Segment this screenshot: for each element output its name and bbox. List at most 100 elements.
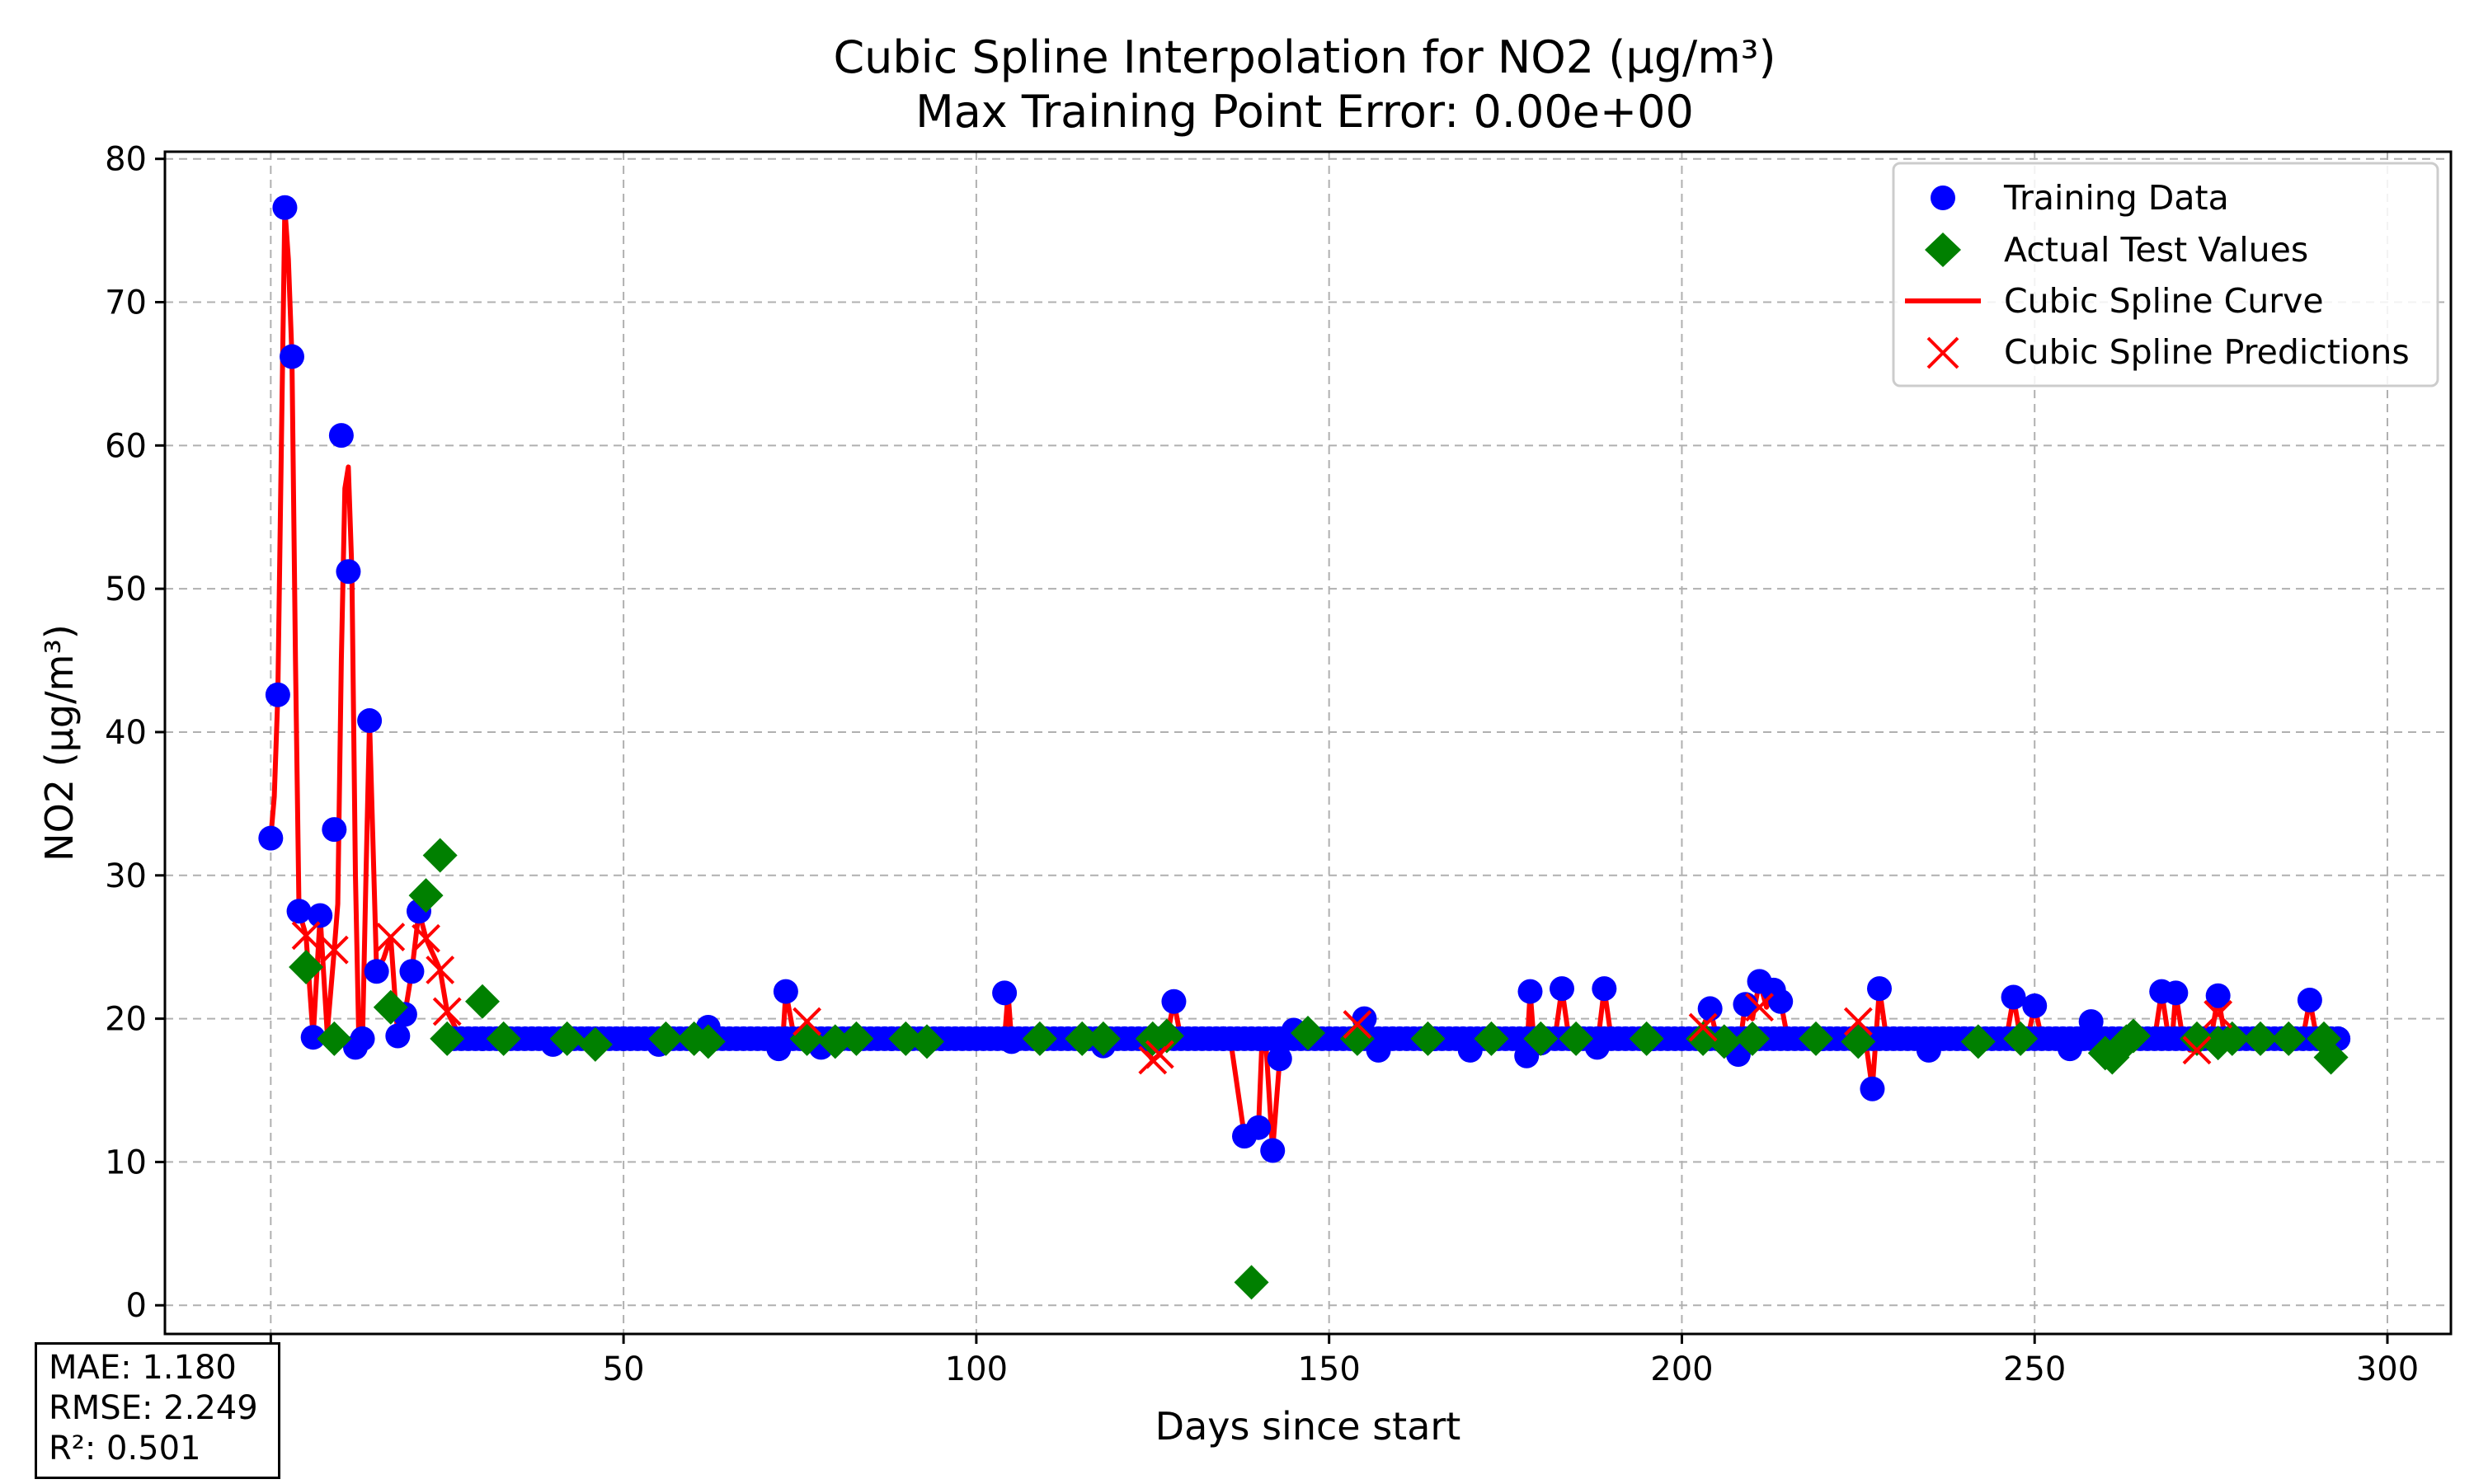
training-point — [385, 1023, 411, 1049]
test-point — [1735, 1021, 1770, 1056]
prediction-point — [2204, 999, 2233, 1029]
training-point — [1211, 1026, 1236, 1051]
test-value-points — [289, 838, 2349, 1300]
test-point — [2313, 1040, 2349, 1075]
x-axis-label: Days since start — [1155, 1404, 1461, 1449]
legend-test-label: Actual Test Values — [2004, 230, 2308, 270]
y-axis-label: NO2 (µg/m³) — [37, 624, 82, 862]
prediction-point — [376, 923, 406, 951]
training-point — [611, 1026, 637, 1051]
training-point — [1457, 1037, 1483, 1063]
training-point — [1768, 989, 1794, 1014]
training-point — [766, 1036, 792, 1062]
training-point — [2205, 983, 2231, 1008]
legend-training-label: Training Data — [2003, 178, 2229, 218]
test-point — [1474, 1021, 1509, 1056]
metrics-box: MAE: 1.180 RMSE: 2.249 R²: 0.501 — [35, 1342, 280, 1479]
training-point — [350, 1026, 375, 1051]
training-point — [336, 559, 361, 585]
test-point — [2116, 1018, 2151, 1054]
y-tick-label: 60 — [105, 427, 147, 465]
training-point — [1161, 989, 1187, 1014]
training-point — [280, 344, 304, 369]
y-tick-label: 80 — [105, 141, 147, 179]
test-point — [373, 989, 408, 1025]
test-point — [577, 1026, 613, 1062]
x-tick-label: 300 — [2356, 1350, 2419, 1388]
test-point — [1085, 1021, 1121, 1056]
metric-rmse: RMSE: 2.249 — [49, 1389, 258, 1427]
chart-title: Cubic Spline Interpolation for NO2 (µg/m… — [833, 31, 1776, 83]
test-point — [1629, 1021, 1664, 1056]
test-point — [648, 1021, 684, 1056]
prediction-point — [291, 921, 321, 951]
training-point — [470, 1026, 495, 1051]
training-point — [1253, 1026, 1278, 1051]
training-point — [999, 1029, 1024, 1054]
training-point — [1916, 1037, 1941, 1063]
test-point — [1686, 1021, 1721, 1056]
training-point — [272, 195, 298, 220]
training-point — [1366, 1037, 1391, 1063]
y-tick-label: 20 — [105, 1001, 147, 1039]
legend-prediction-marker — [1926, 336, 1959, 369]
test-point — [2243, 1021, 2278, 1056]
test-point — [690, 1024, 726, 1059]
test-point — [888, 1021, 924, 1056]
test-point — [486, 1021, 521, 1056]
legend-test-marker — [1925, 232, 1961, 267]
test-point — [1960, 1024, 1996, 1059]
test-point — [1339, 1021, 1375, 1056]
training-point — [2297, 988, 2322, 1013]
training-point — [300, 1025, 326, 1050]
training-point — [265, 682, 290, 707]
prediction-points — [291, 921, 2233, 1075]
test-point — [1149, 1018, 1184, 1054]
training-point — [1867, 976, 1892, 1002]
x-tick-label: 200 — [1650, 1350, 1713, 1388]
prediction-point — [412, 923, 440, 953]
test-point — [1022, 1021, 1057, 1056]
y-tick-label: 30 — [105, 857, 147, 895]
prediction-point — [1688, 1012, 1718, 1042]
test-point — [465, 984, 500, 1019]
training-point — [2078, 1009, 2104, 1035]
test-point — [549, 1021, 585, 1056]
test-point — [1410, 1021, 1446, 1056]
legend-training-marker — [1931, 186, 1955, 210]
prediction-point — [793, 1007, 821, 1036]
plot-frame — [163, 150, 2453, 1336]
y-tick-label: 70 — [105, 284, 147, 322]
training-point — [1584, 1035, 1610, 1060]
training-point — [286, 899, 312, 924]
metric-r2: R²: 0.501 — [49, 1430, 201, 1468]
test-point — [1841, 1024, 1876, 1059]
training-point — [399, 959, 425, 984]
training-point — [364, 959, 389, 984]
training-point — [1697, 996, 1723, 1021]
metric-mae: MAE: 1.180 — [49, 1349, 237, 1387]
test-point — [910, 1024, 944, 1059]
test-point — [1706, 1024, 1742, 1059]
prediction-point — [1343, 1010, 1372, 1039]
test-point — [317, 1021, 352, 1056]
legend-prediction-label: Cubic Spline Predictions — [2004, 332, 2410, 372]
legend-box — [1892, 162, 2439, 387]
training-point — [2163, 980, 2189, 1006]
y-tick-label: 0 — [126, 1287, 147, 1325]
prediction-point — [1843, 1007, 1873, 1036]
x-tick-label: 50 — [603, 1350, 645, 1388]
test-point — [289, 950, 324, 985]
test-point — [430, 1021, 465, 1056]
test-point — [2214, 1021, 2250, 1056]
test-point — [422, 838, 458, 873]
test-point — [1559, 1021, 1594, 1056]
legend: Training Data Actual Test Values Cubic S… — [1892, 162, 2439, 387]
training-point — [357, 708, 383, 734]
prediction-point — [432, 997, 462, 1026]
y-tick-label: 50 — [105, 571, 147, 608]
training-point — [1550, 976, 1574, 1002]
plot-area — [258, 195, 2351, 1300]
